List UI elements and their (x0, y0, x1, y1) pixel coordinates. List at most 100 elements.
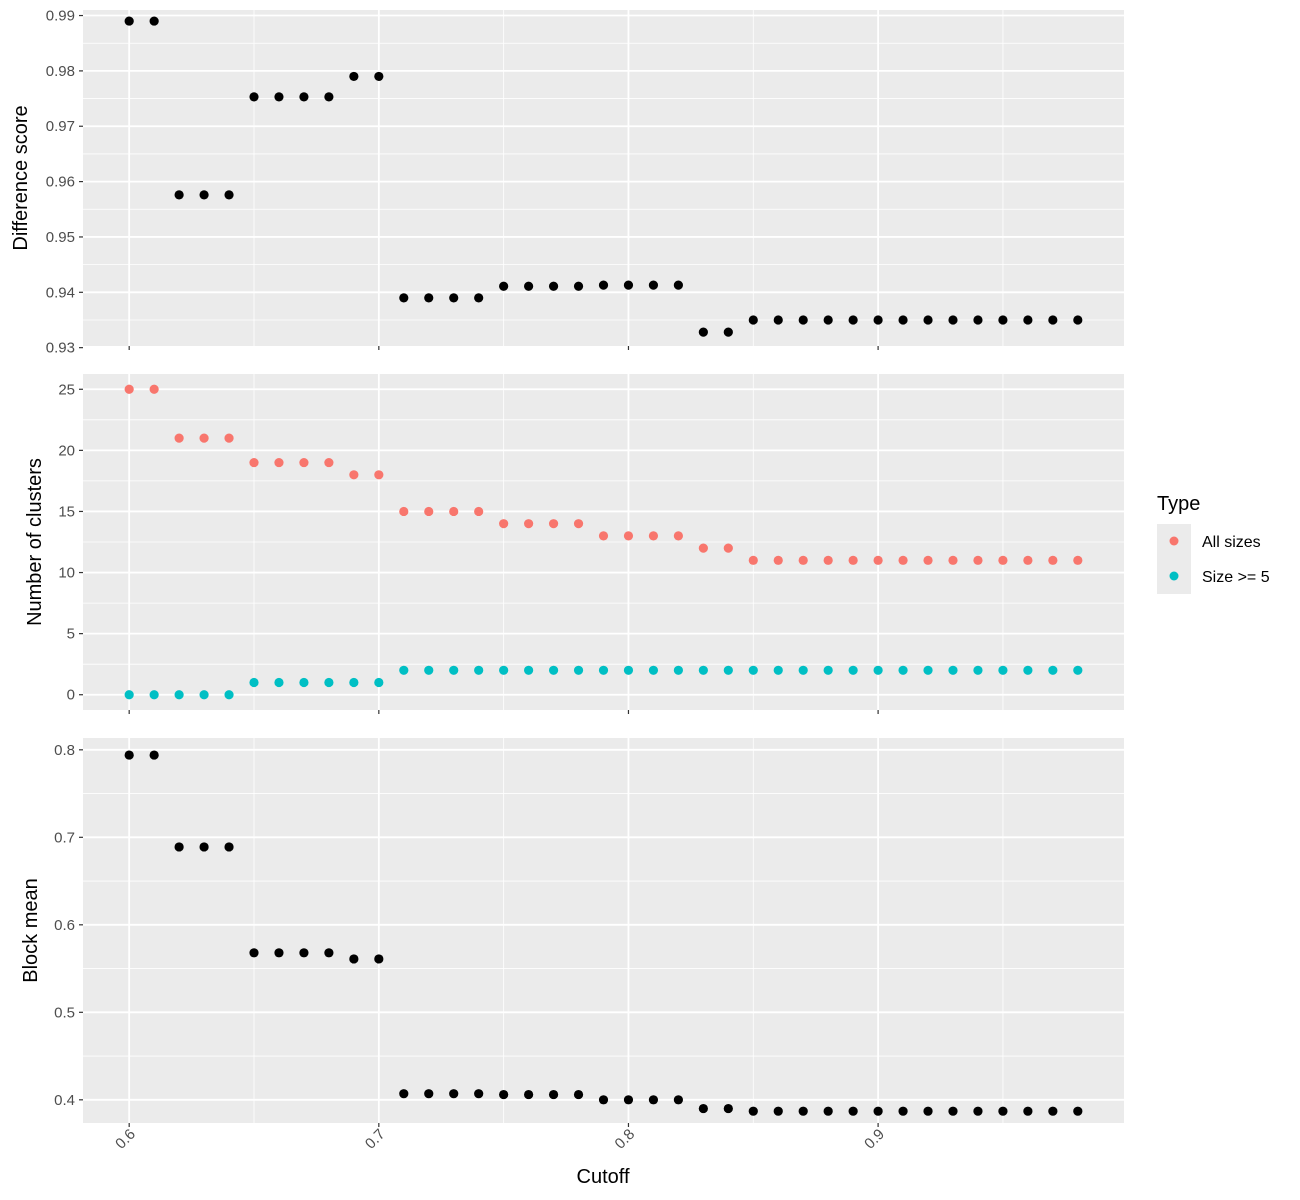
data-point (474, 665, 484, 675)
data-point (524, 1089, 534, 1100)
legend-label-all-sizes: All sizes (1202, 534, 1261, 551)
y-tick-label: 20 (58, 442, 75, 459)
data-point (524, 665, 534, 675)
data-point (748, 1106, 758, 1116)
data-point (898, 665, 908, 675)
y-tick-label: 25 (58, 381, 75, 398)
data-point (848, 665, 858, 675)
data-point (773, 315, 783, 325)
data-point (174, 190, 184, 200)
data-point (274, 948, 284, 958)
data-point (349, 677, 359, 688)
y-tick-label: 0.6 (54, 917, 75, 934)
data-point (648, 665, 659, 675)
y-tick-label: 0.99 (46, 8, 75, 25)
data-point (224, 433, 234, 443)
data-point (923, 315, 933, 325)
x-tick-label: 0.6 (112, 1126, 139, 1153)
data-point (873, 315, 883, 325)
data-point (948, 1106, 958, 1116)
data-point (548, 1089, 559, 1100)
legend-title: Type (1157, 493, 1200, 515)
x-tick-label: 0.7 (362, 1126, 389, 1153)
data-point (673, 1095, 683, 1105)
data-point (199, 190, 209, 200)
data-point (174, 690, 184, 700)
data-point (798, 315, 808, 325)
y-axis-title: Difference score (10, 105, 32, 250)
data-point (1023, 555, 1033, 565)
data-point (998, 1106, 1008, 1116)
data-point (224, 842, 234, 852)
y-tick-label: 5 (67, 626, 75, 643)
data-point (524, 281, 534, 291)
data-point (499, 1089, 509, 1100)
data-point (149, 384, 159, 394)
data-point (648, 531, 659, 541)
panel-background (83, 10, 1124, 346)
data-point (773, 555, 783, 565)
y-tick-label: 0.95 (46, 229, 75, 246)
data-point (524, 519, 534, 529)
data-point (573, 519, 584, 529)
data-point (573, 665, 584, 675)
data-point (673, 531, 683, 541)
data-point (973, 665, 983, 675)
data-point (199, 842, 209, 852)
data-point (698, 665, 708, 675)
data-point (249, 677, 259, 688)
y-tick-label: 0.96 (46, 174, 75, 191)
data-point (274, 457, 284, 468)
data-point (499, 665, 509, 675)
data-point (199, 690, 209, 700)
data-point (623, 1095, 634, 1105)
data-point (973, 555, 983, 565)
x-tick-label: 0.8 (612, 1126, 639, 1153)
series-size-ge-5 (124, 665, 1083, 700)
data-point (673, 280, 683, 290)
data-point (299, 948, 309, 958)
data-point (1073, 665, 1083, 675)
data-point (224, 190, 234, 200)
data-point (873, 555, 883, 565)
data-point (773, 665, 783, 675)
data-point (873, 665, 883, 675)
data-point (449, 1089, 459, 1099)
y-tick-label: 0.93 (46, 340, 75, 357)
data-point (174, 842, 184, 852)
data-point (823, 315, 833, 325)
y-tick-label: 0.97 (46, 118, 75, 135)
data-point (124, 750, 134, 760)
data-point (374, 677, 384, 688)
data-point (973, 1106, 983, 1116)
data-point (923, 1106, 933, 1116)
data-point (174, 433, 184, 443)
data-point (573, 281, 584, 291)
panel-difference-score: 0.93 0.94 0.95 0.96 0.97 0.98 0.99 Difference s… (10, 8, 1124, 357)
data-point (399, 665, 409, 675)
data-point (998, 315, 1008, 325)
legend-key-all-sizes (1169, 536, 1179, 546)
y-tick-label: 10 (58, 565, 75, 582)
data-point (723, 543, 733, 553)
y-tick-label: 0.98 (46, 63, 75, 80)
data-point (1023, 665, 1033, 675)
data-point (449, 293, 459, 303)
data-point (449, 506, 459, 517)
data-point (399, 1089, 409, 1099)
data-point (598, 531, 609, 541)
data-point (249, 92, 259, 102)
data-point (573, 1089, 584, 1100)
data-point (898, 555, 908, 565)
data-point (623, 665, 634, 675)
series-difference-score (124, 16, 1083, 337)
data-point (748, 315, 758, 325)
data-point (1048, 555, 1058, 565)
panel-number-of-clusters: 0 5 10 15 20 25 Number of clusters (24, 374, 1124, 714)
data-point (823, 555, 833, 565)
data-point (399, 506, 409, 517)
data-point (698, 543, 708, 553)
data-point (848, 1106, 858, 1116)
